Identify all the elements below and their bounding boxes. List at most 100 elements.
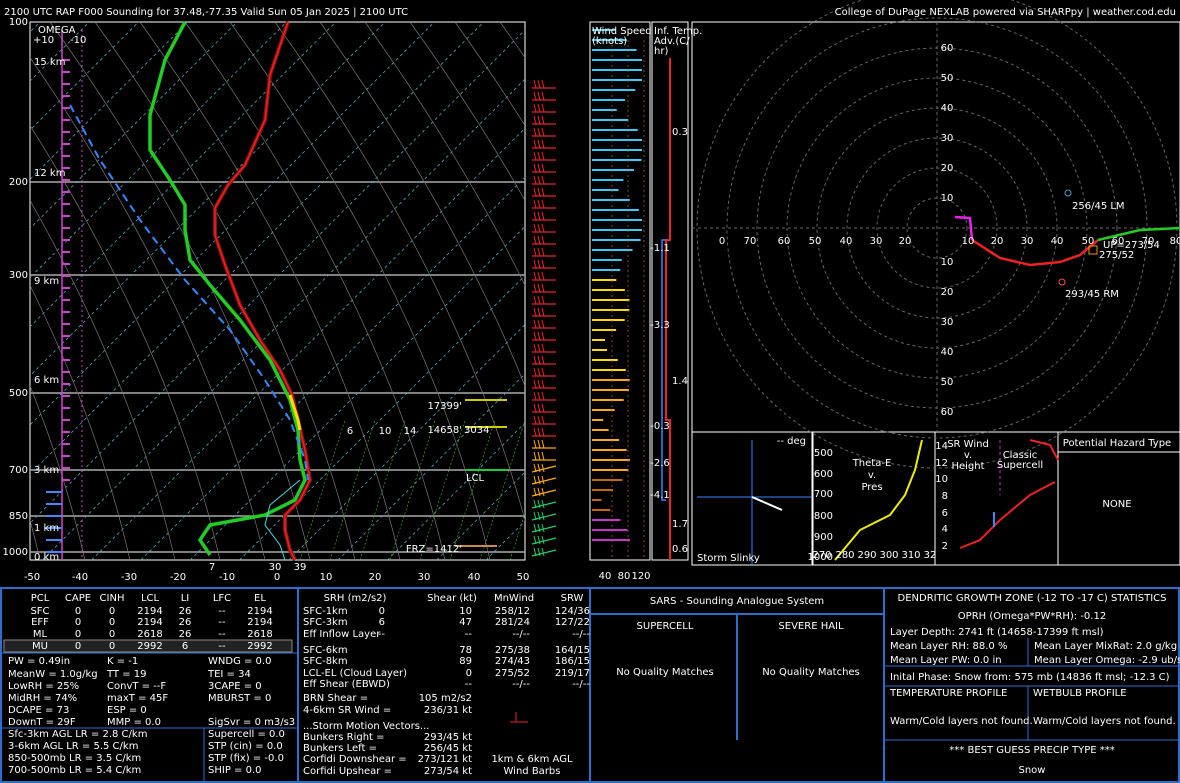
hodo-ring <box>906 197 968 259</box>
label: CAPE <box>65 593 91 604</box>
label: MBURST = 0 <box>208 693 271 704</box>
wind-barb-flag <box>541 499 545 509</box>
label: Snow <box>1019 765 1046 776</box>
label: +10 <box>33 35 54 46</box>
label: PW = 0.49in <box>8 656 70 667</box>
label: -40 <box>72 572 88 583</box>
dry-adiabat <box>30 199 176 560</box>
label: -- <box>218 641 226 652</box>
label: SFC-1km <box>303 606 348 617</box>
label: 10 <box>935 474 948 485</box>
dry-adiabat <box>454 22 525 127</box>
label: 2194 <box>247 617 272 628</box>
label: *** BEST GUESS PRECIP TYPE *** <box>949 745 1114 756</box>
wind-barb-flag <box>533 451 537 461</box>
label: Adv.(C/ <box>654 36 690 47</box>
wind-barb-flag <box>533 127 537 137</box>
wind-barb-flag <box>537 427 541 437</box>
label: 0 <box>466 668 472 679</box>
label: --/-- <box>512 629 530 640</box>
label: 256/45 LM <box>1072 201 1125 212</box>
wind-barb-flag <box>537 103 541 113</box>
label: 274/43 <box>495 656 530 667</box>
label: -- <box>218 629 226 640</box>
label: SEVERE HAIL <box>778 621 844 632</box>
label: 0 <box>109 606 115 617</box>
label: Inital Phase: Snow from: 575 mb (14836 f… <box>890 672 1170 683</box>
label: STP (fix) = -0.0 <box>208 753 284 764</box>
hodo-ring <box>726 17 1148 439</box>
label: 0 <box>719 236 725 247</box>
hodo-ring <box>846 137 1028 319</box>
label: --/-- <box>572 629 590 640</box>
label: ConvT = --F <box>107 681 166 692</box>
wind-barb-flag <box>541 379 545 389</box>
label: 281/24 <box>495 617 530 628</box>
label: 1000 <box>3 547 28 558</box>
label: 26 <box>179 606 192 617</box>
label: -1.1 <box>650 243 670 254</box>
label: v. <box>964 450 972 461</box>
label: LCL <box>466 473 485 484</box>
wind-barb-flag <box>541 199 545 209</box>
label: 89 <box>459 656 472 667</box>
wind-barb-flag <box>537 391 541 401</box>
mean-marker <box>1088 245 1098 255</box>
temp-adv <box>665 58 671 560</box>
label: UP=273/54 <box>1103 240 1160 251</box>
label: SRW <box>561 593 584 604</box>
label: 30 <box>870 236 883 247</box>
label: OPRH (Omega*PW*RH): -0.12 <box>958 611 1106 622</box>
wind-barb-flag <box>537 451 541 461</box>
slinky-vector <box>751 496 783 511</box>
label: 0 <box>75 617 81 628</box>
wind-barb-flag <box>537 223 541 233</box>
wind-barb-flag <box>537 463 541 473</box>
label: Inf. Temp. <box>654 26 702 37</box>
label: 0 <box>75 641 81 652</box>
label: 17399' <box>427 401 462 412</box>
label: 2992 <box>137 641 162 652</box>
label: 40 <box>840 236 853 247</box>
wind-barb-flag <box>533 235 537 245</box>
label: 300 <box>9 270 28 281</box>
label: EL <box>254 593 266 604</box>
wind-barb-flag <box>541 391 545 401</box>
wind-barb-flag <box>537 283 541 293</box>
label: 2194 <box>137 606 162 617</box>
label: 40 <box>599 571 612 582</box>
label: 3CAPE = 0 <box>208 681 262 692</box>
label: MMP = 0.0 <box>107 717 161 728</box>
dry-adiabat <box>30 56 266 560</box>
label: 2 <box>942 541 948 552</box>
label: 60 <box>1112 236 1125 247</box>
label: 40 <box>468 572 481 583</box>
label: 15 km <box>34 57 65 68</box>
wind-barb-flag <box>537 499 541 509</box>
label: 270 <box>812 550 831 561</box>
label: 26 <box>179 629 192 640</box>
wind-barb-flag <box>541 415 545 425</box>
label: -0.3 <box>650 421 670 432</box>
label: DCAPE = 73 <box>8 705 69 716</box>
mixing-ratio <box>329 419 376 560</box>
label: 12 km <box>34 168 65 179</box>
label: 0 km <box>34 552 59 563</box>
label: -20 <box>170 572 186 583</box>
wind-barb-flag <box>541 259 545 269</box>
wind-barb-flag <box>537 355 541 365</box>
label: MeanW = 1.0g/kg <box>8 669 98 680</box>
label: LI <box>181 593 190 604</box>
label: Warm/Cold layers not found. <box>1033 716 1176 727</box>
isotherm <box>140 176 525 560</box>
wind-barb-flag <box>533 79 537 89</box>
label: SHIP = 0.0 <box>208 765 262 776</box>
label: 50 <box>941 377 954 388</box>
label: -30 <box>121 572 137 583</box>
wind-barb-flag <box>533 427 537 437</box>
wetbulb <box>264 479 301 561</box>
label: WETBULB PROFILE <box>1033 688 1127 699</box>
label: 30 <box>418 572 431 583</box>
label: 26 <box>179 617 192 628</box>
label: SR Wind <box>947 439 989 450</box>
